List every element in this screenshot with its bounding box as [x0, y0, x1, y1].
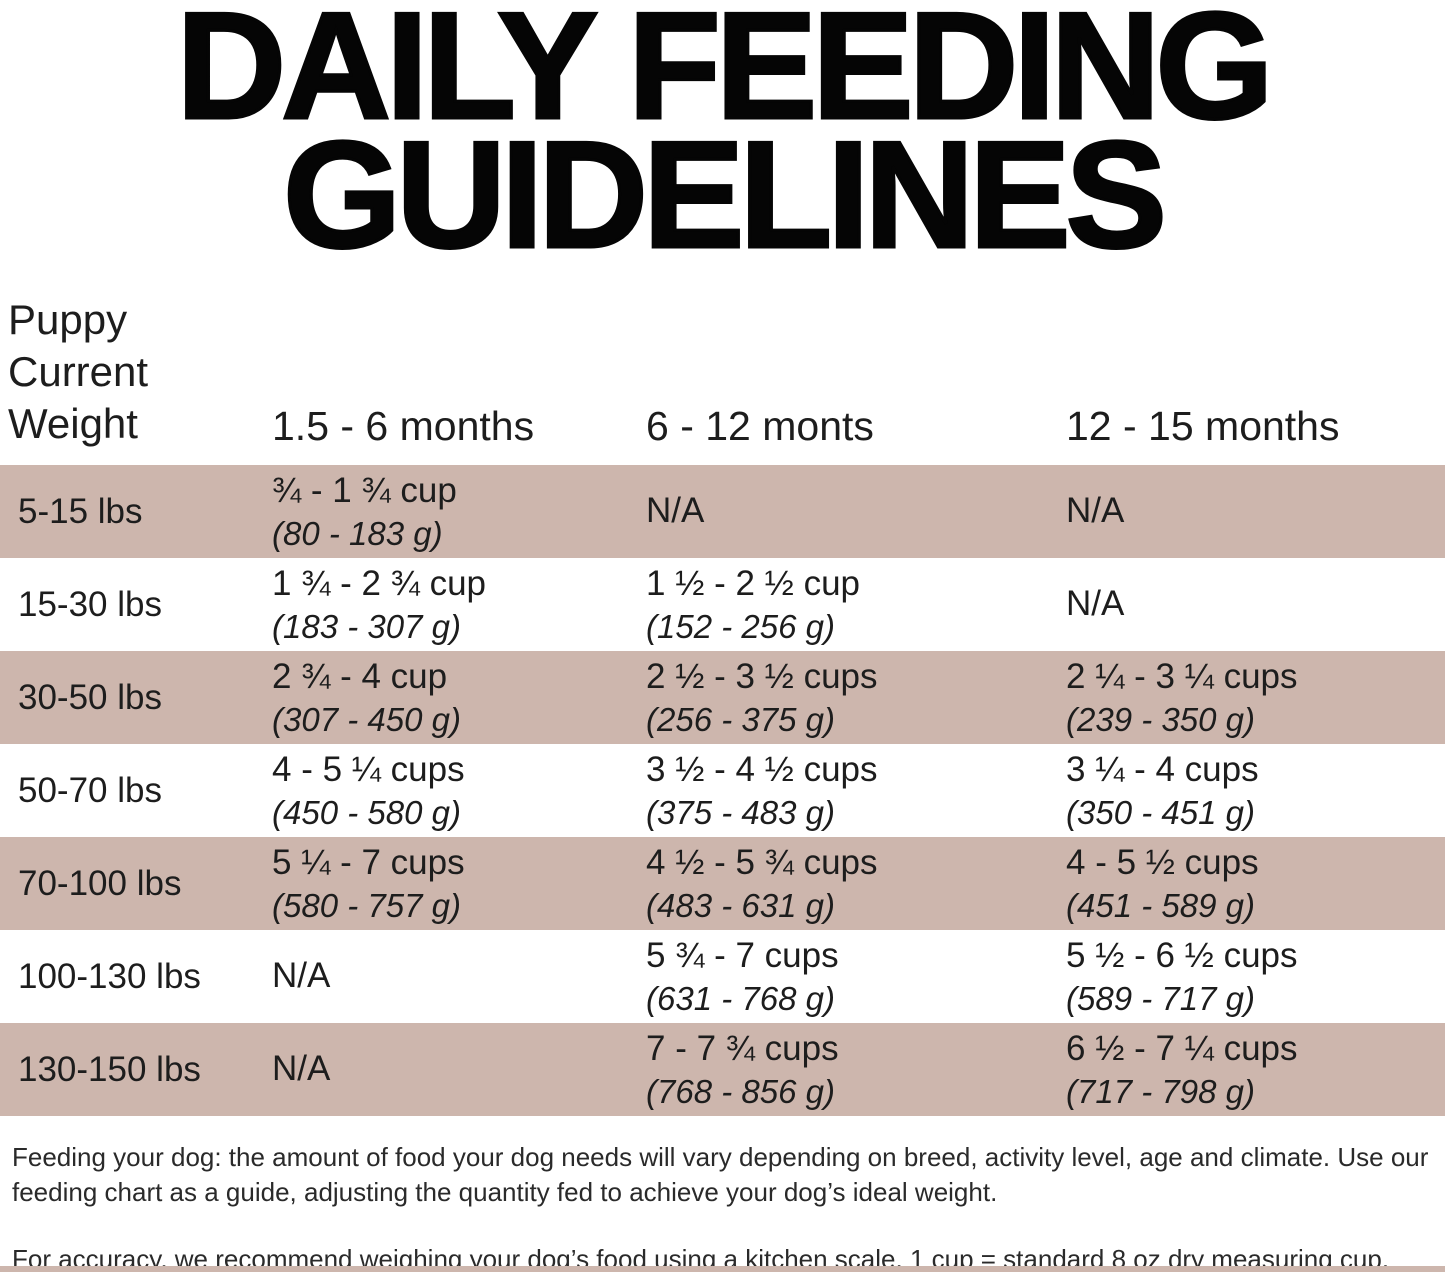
grams-text: (152 - 256 g): [646, 608, 835, 646]
cups-text: 5 ¼ - 7 cups: [272, 843, 465, 883]
feeding-cell: 2 ½ - 3 ½ cups (256 - 375 g): [645, 651, 1065, 744]
grams-text: (350 - 451 g): [1066, 794, 1255, 832]
feeding-cell: 2 ¾ - 4 cup (307 - 450 g): [265, 651, 645, 744]
column-header-puppy-weight: Puppy Current Weight: [8, 296, 149, 447]
weight-cell: 100-130 lbs: [18, 956, 201, 996]
feeding-cell: 3 ½ - 4 ½ cups (375 - 483 g): [645, 744, 1065, 837]
feeding-cell: 6 ½ - 7 ¼ cups (717 - 798 g): [1065, 1023, 1445, 1116]
table-row: 70-100 lbs 5 ¼ - 7 cups (580 - 757 g) 4 …: [0, 837, 1445, 931]
cups-text: N/A: [646, 491, 705, 531]
feeding-cell: 5 ¾ - 7 cups (631 - 768 g): [645, 930, 1065, 1023]
grams-text: (239 - 350 g): [1066, 701, 1255, 739]
cups-text: 1 ½ - 2 ½ cup: [646, 564, 861, 604]
cups-text: 2 ¼ - 3 ¼ cups: [1066, 657, 1298, 697]
cups-text: 3 ¼ - 4 cups: [1066, 750, 1259, 790]
feeding-cell: 7 - 7 ¾ cups (768 - 856 g): [645, 1023, 1065, 1116]
grams-text: (631 - 768 g): [646, 980, 835, 1018]
footer-notes: Feeding your dog: the amount of food you…: [0, 1140, 1444, 1272]
feeding-cell: 1 ¾ - 2 ¾ cup (183 - 307 g): [265, 558, 645, 651]
feeding-cell: N/A: [1065, 465, 1445, 558]
feeding-cell: 3 ¼ - 4 cups (350 - 451 g): [1065, 744, 1445, 837]
feeding-cell: 4 ½ - 5 ¾ cups (483 - 631 g): [645, 837, 1065, 930]
feeding-cell: 5 ½ - 6 ½ cups (589 - 717 g): [1065, 930, 1445, 1023]
cups-text: N/A: [1066, 584, 1125, 624]
grams-text: (256 - 375 g): [646, 701, 835, 739]
page-title-line-1: DAILY FEEDING: [175, 0, 1275, 151]
weight-cell: 70-100 lbs: [18, 863, 182, 903]
table-row: 30-50 lbs 2 ¾ - 4 cup (307 - 450 g) 2 ½ …: [0, 651, 1445, 745]
weight-cell: 130-150 lbs: [18, 1049, 201, 1089]
page-title: DAILY FEEDING GUIDELINES: [0, 0, 1445, 281]
column-header-12-15-months: 12 - 15 months: [1066, 403, 1340, 450]
cups-text: N/A: [1066, 491, 1125, 531]
grams-text: (717 - 798 g): [1066, 1073, 1255, 1111]
table-row: 15-30 lbs 1 ¾ - 2 ¾ cup (183 - 307 g) 1 …: [0, 558, 1445, 651]
grams-text: (483 - 631 g): [646, 887, 835, 925]
grams-text: (768 - 856 g): [646, 1073, 835, 1111]
cups-text: 4 ½ - 5 ¾ cups: [646, 843, 878, 883]
grams-text: (375 - 483 g): [646, 794, 835, 832]
grams-text: (451 - 589 g): [1066, 887, 1255, 925]
table-row: 100-130 lbs N/A 5 ¾ - 7 cups (631 - 768 …: [0, 930, 1445, 1023]
cups-text: 5 ¾ - 7 cups: [646, 936, 839, 976]
cups-text: 4 - 5 ½ cups: [1066, 843, 1259, 883]
cups-text: 2 ¾ - 4 cup: [272, 657, 448, 697]
cups-text: 4 - 5 ¼ cups: [272, 750, 465, 790]
feeding-guidelines-table: Puppy Current Weight 1.5 - 6 months 6 - …: [0, 294, 1445, 1117]
grams-text: (450 - 580 g): [272, 794, 461, 832]
cups-text: N/A: [272, 956, 331, 996]
weight-cell: 5-15 lbs: [18, 491, 143, 531]
grams-text: (589 - 717 g): [1066, 980, 1255, 1018]
feeding-cell: N/A: [265, 930, 645, 1023]
cups-text: 5 ½ - 6 ½ cups: [1066, 936, 1298, 976]
bottom-accent-bar: [0, 1266, 1445, 1272]
cups-text: N/A: [272, 1049, 331, 1089]
table-row: 130-150 lbs N/A 7 - 7 ¾ cups (768 - 856 …: [0, 1023, 1445, 1117]
grams-text: (307 - 450 g): [272, 701, 461, 739]
feeding-cell: ¾ - 1 ¾ cup (80 - 183 g): [265, 465, 645, 558]
cups-text: 3 ½ - 4 ½ cups: [646, 750, 878, 790]
feeding-cell: 5 ¼ - 7 cups (580 - 757 g): [265, 837, 645, 930]
feeding-cell: 1 ½ - 2 ½ cup (152 - 256 g): [645, 558, 1065, 651]
table-row: 5-15 lbs ¾ - 1 ¾ cup (80 - 183 g) N/A N/…: [0, 465, 1445, 559]
footer-note-feeding: Feeding your dog: the amount of food you…: [12, 1142, 1429, 1207]
table-row: 50-70 lbs 4 - 5 ¼ cups (450 - 580 g) 3 ½…: [0, 744, 1445, 837]
weight-cell: 15-30 lbs: [18, 584, 162, 624]
grams-text: (580 - 757 g): [272, 887, 461, 925]
weight-cell: 30-50 lbs: [18, 677, 162, 717]
cups-text: 7 - 7 ¾ cups: [646, 1029, 839, 1069]
table-header-row: Puppy Current Weight 1.5 - 6 months 6 - …: [0, 294, 1445, 465]
feeding-cell: 4 - 5 ¼ cups (450 - 580 g): [265, 744, 645, 837]
page-title-line-2: GUIDELINES: [282, 110, 1169, 281]
grams-text: (183 - 307 g): [272, 608, 461, 646]
feeding-cell: 4 - 5 ½ cups (451 - 589 g): [1065, 837, 1445, 930]
cups-text: ¾ - 1 ¾ cup: [272, 471, 457, 511]
grams-text: (80 - 183 g): [272, 515, 443, 553]
feeding-cell: N/A: [1065, 558, 1445, 651]
feeding-cell: 2 ¼ - 3 ¼ cups (239 - 350 g): [1065, 651, 1445, 744]
weight-cell: 50-70 lbs: [18, 770, 162, 810]
cups-text: 2 ½ - 3 ½ cups: [646, 657, 878, 697]
column-header-1-5-6-months: 1.5 - 6 months: [272, 403, 535, 450]
cups-text: 1 ¾ - 2 ¾ cup: [272, 564, 487, 604]
cups-text: 6 ½ - 7 ¼ cups: [1066, 1029, 1298, 1069]
feeding-cell: N/A: [265, 1023, 645, 1116]
feeding-cell: N/A: [645, 465, 1065, 558]
column-header-6-12-months: 6 - 12 monts: [646, 403, 874, 450]
